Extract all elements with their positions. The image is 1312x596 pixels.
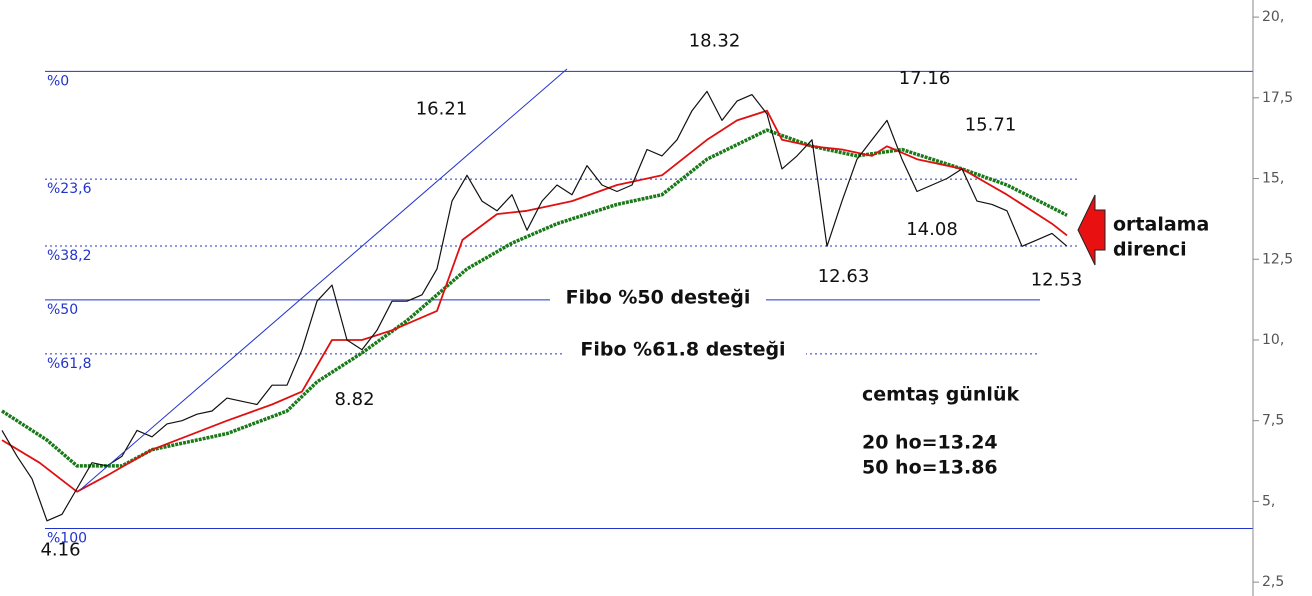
y-tick-label: 2,5: [1262, 574, 1284, 590]
y-tick-label: 17,5: [1262, 90, 1293, 106]
y-tick-label: 10,: [1262, 332, 1284, 348]
annotation: cemtaş günlük: [862, 384, 1019, 406]
price-label: 16.21: [416, 98, 468, 119]
price-label: 14.08: [906, 219, 958, 240]
label-bg: [562, 337, 806, 363]
price-line: [1, 109, 1068, 493]
fib-label: %38,2: [47, 248, 91, 264]
price-label: 18.32: [689, 30, 741, 51]
annotation: Fibo %50 desteği: [566, 287, 751, 309]
label-bg: [550, 285, 766, 311]
annotation: direnci: [1113, 239, 1187, 261]
trend-line: [79, 68, 568, 491]
annotation: Fibo %61.8 desteği: [580, 339, 785, 361]
fib-label: %100: [47, 531, 87, 547]
plot: 2,5 5, 7,5 10, 12,5 15, 17,5 20, %0 %23,6 %38,2 %50…: [1, 9, 1293, 590]
arrow: [1077, 194, 1106, 266]
annotation: ortalama: [1113, 214, 1209, 236]
fib-label: %50: [47, 302, 78, 318]
price-label: 8.82: [334, 389, 374, 410]
fib-label: %0: [47, 73, 69, 89]
y-tick-label: 5,: [1262, 493, 1275, 509]
y-tick-label: 20,: [1262, 9, 1284, 25]
price-label: 12.63: [818, 266, 870, 287]
price-label: 15.71: [965, 115, 1017, 136]
price-label: 12.53: [1031, 269, 1083, 290]
price-label: 4.16: [40, 540, 80, 561]
y-tick-label: 7,5: [1262, 413, 1284, 429]
y-tick-label: 15,: [1262, 171, 1284, 187]
fib-label: %23,6: [47, 181, 92, 197]
y-tick-label: 12,5: [1262, 251, 1293, 267]
fib-label: %61,8: [47, 356, 91, 372]
annotation: 20 ho=13.24: [862, 432, 998, 454]
price-line: [1, 128, 1068, 468]
annotation: 50 ho=13.86: [862, 457, 998, 479]
price-line: [1, 90, 1068, 522]
price-label: 17.16: [899, 68, 951, 89]
